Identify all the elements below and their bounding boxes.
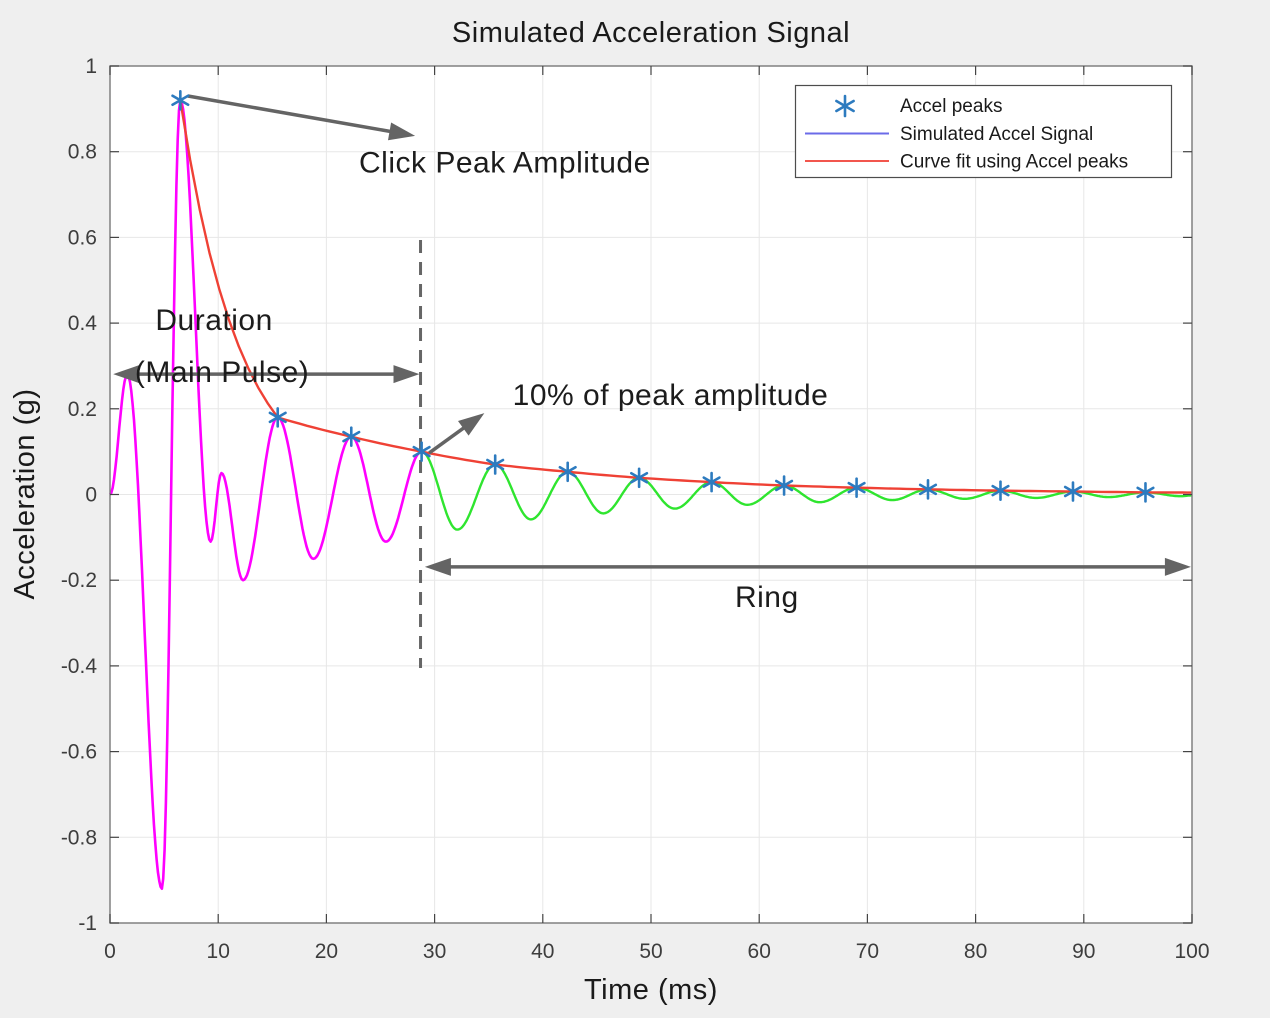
accel-peak-marker (1136, 482, 1155, 503)
y-tick-label: 1 (85, 55, 97, 78)
y-tick-label: 0.4 (68, 312, 98, 335)
x-tick-label: 60 (748, 940, 771, 963)
x-tick-label: 100 (1174, 940, 1209, 963)
legend-label-simulated-signal: Simulated Accel Signal (900, 124, 1093, 145)
accel-peak-marker (268, 407, 287, 428)
accel-peaks-marker-icon (835, 94, 855, 118)
click-peak-arrowhead (388, 122, 416, 141)
x-tick-label: 50 (639, 940, 662, 963)
legend-box (794, 84, 1173, 179)
accel-peak-marker (702, 471, 721, 493)
y-tick-label: 0.6 (68, 226, 97, 249)
accel-peak-marker (412, 441, 431, 462)
legend-label-curve-fit: Curve fit using Accel peaks (900, 152, 1128, 173)
accel-peak-marker (342, 426, 361, 447)
duration-arrowhead (113, 365, 140, 384)
accel-peak-marker (1063, 481, 1083, 502)
tick-marks (109, 65, 1193, 924)
x-tick-label: 0 (104, 940, 116, 963)
tick-labels: 0 10 20 30 40 50 60 70 80 90 100-1-0.8-0.6-0.4-0.2… (61, 55, 1210, 963)
accel-peak-marker (774, 475, 794, 496)
x-tick-label: 80 (964, 940, 987, 963)
x-tick-label: 20 (315, 940, 338, 963)
y-tick-label: -0.8 (61, 826, 97, 849)
x-tick-label: 30 (423, 940, 446, 963)
chart-title: Simulated Acceleration Signal (452, 17, 850, 49)
duration-arrowhead (393, 365, 420, 384)
accel-peak-marker (486, 454, 505, 475)
signal-main-pulse (108, 99, 422, 891)
duration-line1-text: Duration (155, 304, 272, 337)
y-tick-label: -0.2 (61, 569, 97, 592)
x-tick-label: 10 (207, 940, 230, 963)
y-axis-label: Acceleration (g) (9, 388, 41, 599)
y-tick-label: -0.4 (61, 655, 98, 678)
accel-peak-marker (847, 477, 866, 498)
click-peak-arrow-line (187, 94, 398, 135)
x-tick-label: 70 (856, 940, 879, 963)
y-tick-label: -1 (78, 912, 97, 935)
y-tick-label: 0 (85, 484, 97, 507)
accel-peak-marker (918, 479, 938, 500)
ten-percent-arrow-line (428, 422, 471, 455)
accel-peak-marker (630, 467, 649, 489)
annotations: Click Peak Amplitude Duration (Main Pulse)… (113, 94, 1191, 669)
x-tick-label: 90 (1072, 940, 1095, 963)
peak-markers (171, 89, 1155, 503)
duration-line2-text: (Main Pulse) (135, 356, 309, 389)
ten-percent-text: 10% of peak amplitude (513, 379, 829, 412)
legend-label-accel-peaks: Accel peaks (900, 96, 1002, 117)
ten-percent-arrowhead (458, 413, 485, 436)
y-tick-label: 0.8 (68, 141, 97, 164)
ring-text: Ring (735, 581, 799, 614)
click-peak-text: Click Peak Amplitude (359, 146, 651, 179)
ring-arrowhead (424, 557, 451, 576)
accel-peak-marker (558, 461, 577, 483)
ring-arrowhead (1164, 557, 1191, 576)
y-tick-label: -0.6 (61, 741, 97, 764)
x-tick-label: 40 (531, 940, 554, 963)
accel-peak-marker (991, 480, 1010, 501)
legend: Accel peaks Simulated Accel Signal Curve… (794, 84, 1173, 179)
accel-peak-marker (171, 89, 190, 111)
y-tick-label: 0.2 (68, 398, 97, 421)
x-axis-label: Time (ms) (584, 974, 718, 1006)
